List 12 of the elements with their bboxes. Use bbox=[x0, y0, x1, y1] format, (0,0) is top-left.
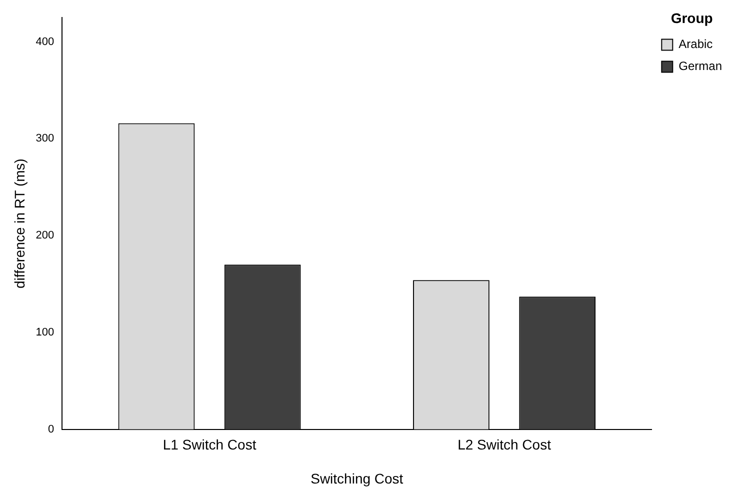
x-tick-label: L2 Switch Cost bbox=[458, 436, 552, 453]
legend-title: Group bbox=[670, 10, 713, 26]
x-tick-label: L1 Switch Cost bbox=[162, 436, 256, 453]
y-axis-title: difference in RT (ms) bbox=[11, 158, 28, 288]
x-axis-title: Switching Cost bbox=[310, 470, 404, 486]
y-tick-label: 200 bbox=[36, 230, 54, 242]
legend-label: German bbox=[678, 59, 722, 74]
y-tick-label: 400 bbox=[36, 36, 54, 48]
y-tick-label: 0 bbox=[48, 423, 54, 436]
y-tick-label: 300 bbox=[36, 132, 54, 145]
y-tick-label: 100 bbox=[36, 326, 54, 339]
legend-label: Arabic bbox=[678, 37, 713, 52]
